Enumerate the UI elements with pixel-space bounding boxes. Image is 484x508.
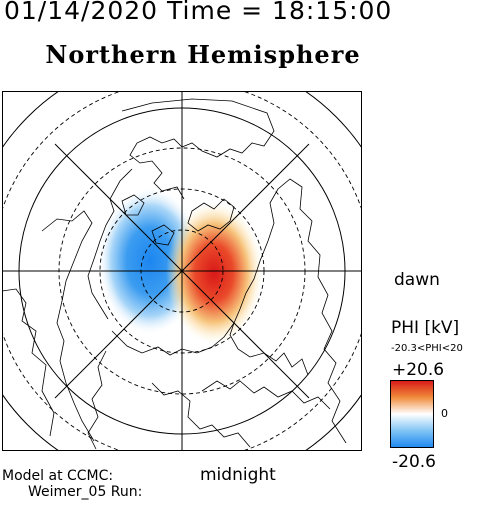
polar-map bbox=[2, 91, 362, 451]
coastlines bbox=[2, 98, 347, 450]
run-label: Weimer_05 Run: bbox=[28, 484, 143, 500]
datetime-title: 01/14/2020 Time = 18:15:00 bbox=[4, 0, 393, 25]
positive-potential-cell bbox=[166, 203, 262, 343]
colorbar-range: -20.3<PHI<20 bbox=[391, 343, 463, 354]
latitude-dashed-circles bbox=[2, 91, 362, 451]
colorbar bbox=[390, 380, 434, 448]
colorbar-title: PHI [kV] bbox=[391, 318, 460, 338]
model-label: Model at CCMC: bbox=[2, 468, 114, 484]
colorbar-min-label: -20.6 bbox=[392, 452, 436, 472]
hemisphere-title: Northern Hemisphere bbox=[45, 40, 361, 69]
midnight-label: midnight bbox=[200, 465, 276, 485]
colorbar-max-label: +20.6 bbox=[392, 360, 445, 380]
grid bbox=[2, 91, 362, 451]
dawn-label: dawn bbox=[394, 270, 440, 290]
colorbar-zero-label: 0 bbox=[441, 407, 448, 420]
